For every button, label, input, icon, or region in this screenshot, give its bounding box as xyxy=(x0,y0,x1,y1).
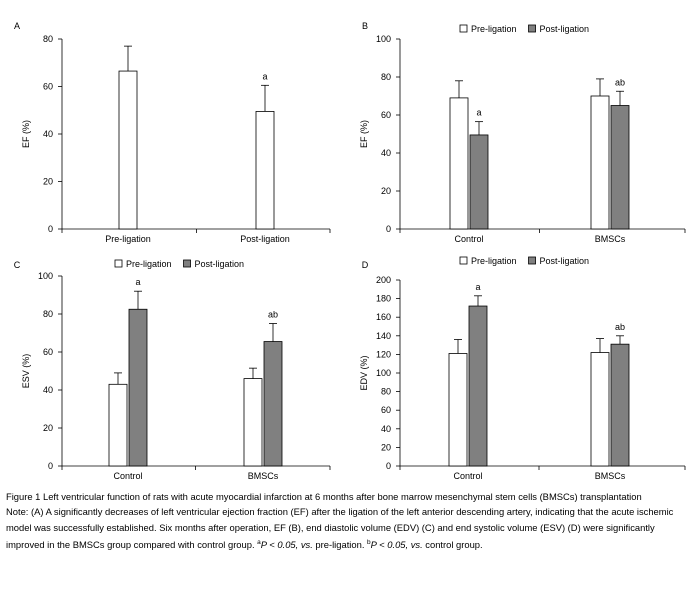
chart-panel-c: C 0 20 40 60 80 100 ESV (%) Control BMSCs a ab Pre-l… xyxy=(14,259,331,481)
y-axis-label: EF (%) xyxy=(359,120,369,148)
x-tick-label: BMSCs xyxy=(248,471,279,481)
y-tick-label: 0 xyxy=(48,224,53,234)
bar xyxy=(263,341,283,467)
legend-label: Pre-ligation xyxy=(126,259,172,269)
legend-swatch xyxy=(114,259,123,268)
legend-label: Pre-ligation xyxy=(471,24,517,34)
caption-control-text: control group. xyxy=(422,539,483,551)
caption-sup-a: a xyxy=(257,539,261,547)
y-tick-label: 0 xyxy=(386,461,391,471)
bar xyxy=(469,134,489,230)
legend-swatch xyxy=(528,256,536,265)
x-tick-label: Control xyxy=(453,471,482,481)
significance-label: ab xyxy=(615,322,625,332)
y-tick-label: 60 xyxy=(43,347,53,357)
significance-label: a xyxy=(475,282,480,292)
legend-label: Post-ligation xyxy=(540,24,590,34)
bar xyxy=(243,378,263,467)
x-tick-label: Control xyxy=(113,471,142,481)
panel-letter: A xyxy=(14,21,20,31)
bar xyxy=(468,305,488,467)
y-tick-label: 60 xyxy=(43,82,53,92)
significance-label: a xyxy=(135,277,140,287)
y-tick-label: 100 xyxy=(376,368,391,378)
legend-label: Pre-ligation xyxy=(471,256,517,266)
bar xyxy=(610,105,630,230)
caption-pre-text: pre-ligation. xyxy=(312,539,368,551)
legend-swatch xyxy=(459,256,468,265)
y-axis-label: EF (%) xyxy=(21,120,31,148)
bar xyxy=(448,353,468,467)
y-tick-label: 40 xyxy=(381,424,391,434)
caption-note-main: Note: (A) A significantly decreases of l… xyxy=(6,506,674,551)
significance-label: ab xyxy=(615,77,625,87)
y-tick-label: 40 xyxy=(381,148,391,158)
y-tick-label: 120 xyxy=(376,349,391,359)
y-tick-label: 60 xyxy=(381,405,391,415)
caption-note: Note: (A) A significantly decreases of l… xyxy=(6,504,690,552)
bar xyxy=(449,97,469,230)
caption-title: Figure 1 Left ventricular function of ra… xyxy=(6,491,642,502)
y-tick-label: 180 xyxy=(376,294,391,304)
y-tick-label: 40 xyxy=(43,129,53,139)
x-tick-label: Post-ligation xyxy=(240,234,290,244)
y-tick-label: 100 xyxy=(38,271,53,281)
chart-panel-a: A 0 20 40 60 80 EF (%) Pre-ligation Post-ligatio… xyxy=(14,21,331,244)
y-tick-label: 80 xyxy=(43,34,53,44)
y-tick-label: 20 xyxy=(381,442,391,452)
legend-swatch xyxy=(459,24,468,33)
bar xyxy=(255,111,275,230)
y-tick-label: 160 xyxy=(376,312,391,322)
caption-vs-2: vs. xyxy=(410,539,423,551)
significance-label: a xyxy=(476,108,481,118)
y-tick-label: 20 xyxy=(43,177,53,187)
y-tick-label: 0 xyxy=(48,461,53,471)
y-tick-label: 80 xyxy=(43,309,53,319)
y-tick-label: 80 xyxy=(381,387,391,397)
x-tick-label: Control xyxy=(454,234,483,244)
legend-swatch xyxy=(528,24,536,33)
significance-label: ab xyxy=(268,310,278,320)
caption-vs-1: vs. xyxy=(300,539,313,551)
figure-caption: Figure 1 Left ventricular function of ra… xyxy=(6,489,690,553)
significance-label: a xyxy=(262,71,267,81)
chart-panel-b: B 0 20 40 60 80 100 EF (%) Control BMSCs a ab Pre-li… xyxy=(359,21,686,244)
legend-swatch xyxy=(183,259,191,268)
y-tick-label: 20 xyxy=(43,423,53,433)
bar xyxy=(590,95,610,230)
y-tick-label: 40 xyxy=(43,385,53,395)
legend-label: Post-ligation xyxy=(540,256,590,266)
x-tick-label: BMSCs xyxy=(595,471,626,481)
bar xyxy=(118,70,138,230)
legend-label: Post-ligation xyxy=(195,259,245,269)
x-tick-label: Pre-ligation xyxy=(105,234,151,244)
caption-p-a: P < 0.05, xyxy=(260,539,301,551)
y-tick-label: 200 xyxy=(376,275,391,285)
y-tick-label: 100 xyxy=(376,34,391,44)
x-tick-label: BMSCs xyxy=(595,234,626,244)
caption-sup-b: b xyxy=(367,539,371,547)
bar xyxy=(610,343,630,467)
bar xyxy=(590,352,610,467)
caption-p-b: P < 0.05, xyxy=(370,539,411,551)
panel-letter: C xyxy=(14,260,21,270)
y-tick-label: 60 xyxy=(381,110,391,120)
panel-letter: D xyxy=(362,260,369,270)
y-tick-label: 140 xyxy=(376,331,391,341)
panel-letter: B xyxy=(362,21,368,31)
y-axis-label: ESV (%) xyxy=(21,354,31,389)
y-axis-label: EDV (%) xyxy=(359,355,369,390)
bar xyxy=(128,308,148,467)
chart-panel-d: D 0 20 40 60 80 100 120 140 160 180 200 EDV (%) Contr… xyxy=(359,256,686,481)
y-tick-label: 20 xyxy=(381,186,391,196)
bar xyxy=(108,383,128,467)
y-tick-label: 0 xyxy=(386,224,391,234)
y-tick-label: 80 xyxy=(381,72,391,82)
